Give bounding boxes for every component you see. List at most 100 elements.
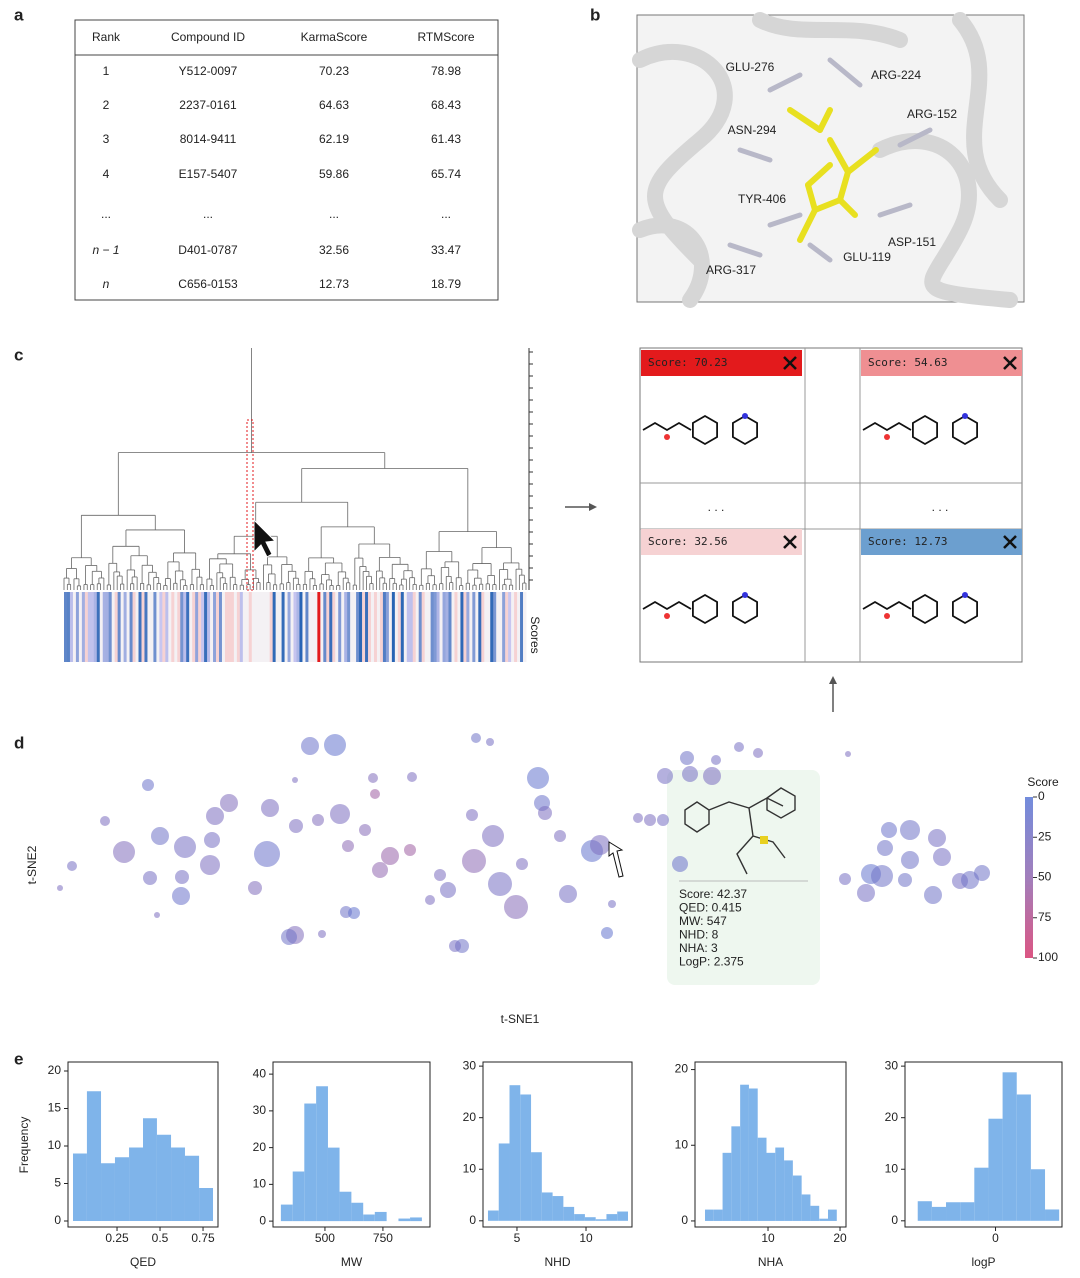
y-tick-label: 10	[885, 1161, 899, 1175]
plot-frame	[272, 1061, 431, 1228]
score-strip	[341, 592, 345, 662]
point	[559, 885, 577, 903]
score-strip	[427, 592, 432, 662]
score-strip	[204, 592, 208, 662]
table-cell: ...	[329, 207, 339, 221]
score-strip	[64, 592, 68, 662]
score-strip	[448, 592, 452, 662]
bar	[156, 1134, 172, 1221]
score-strip	[478, 592, 482, 662]
x-tick-label: 20	[833, 1231, 847, 1245]
score-strip	[266, 592, 271, 662]
score-strip	[275, 592, 280, 662]
score-strip	[514, 592, 518, 662]
score-strip	[359, 592, 363, 662]
score-strip	[499, 592, 503, 662]
bar	[509, 1085, 521, 1221]
score-strip	[96, 592, 101, 662]
score-strip	[66, 592, 71, 662]
y-tick-label: 30	[253, 1103, 267, 1117]
x-tick-label: 0	[992, 1231, 999, 1245]
ligand-bond	[845, 147, 879, 175]
score-strip	[368, 592, 372, 662]
score-strip	[263, 592, 268, 662]
y-tick-label: 10	[253, 1177, 267, 1191]
score-strip	[227, 592, 232, 662]
residue-label: GLU-119	[843, 250, 891, 264]
score-strip	[75, 592, 80, 662]
score-strip	[373, 592, 378, 662]
x-tick-label: 5	[514, 1231, 521, 1245]
molecule-chain	[862, 421, 912, 432]
y-tick-label: 15	[48, 1101, 62, 1115]
atom	[742, 592, 748, 598]
y-tick-label: 20	[48, 1063, 62, 1077]
residue	[877, 202, 913, 218]
close-icon	[783, 535, 797, 549]
point	[200, 855, 220, 875]
card-header	[641, 350, 802, 376]
score-strip	[347, 592, 351, 662]
bar	[606, 1214, 618, 1221]
arrow-head	[829, 676, 837, 684]
table-cell: C656-0153	[178, 277, 238, 291]
y-tick-label: 0	[891, 1213, 898, 1227]
bar	[748, 1088, 758, 1221]
residue-label: GLU-276	[726, 60, 775, 74]
residue-label: ASN-294	[728, 123, 777, 137]
bar	[351, 1202, 364, 1222]
score-strip	[69, 592, 74, 662]
molecule-ring	[732, 593, 758, 625]
residue-label: TYR-406	[738, 192, 786, 206]
molecule-ring	[692, 414, 718, 446]
score-strip	[156, 592, 160, 662]
bar	[988, 1118, 1003, 1221]
score-strip	[93, 592, 98, 662]
score-strip	[299, 592, 303, 662]
score-strip	[72, 592, 77, 662]
x-tick-label: 500	[315, 1231, 335, 1245]
table-cell: 33.47	[431, 243, 461, 257]
table-frame	[74, 19, 499, 301]
score-strip	[442, 592, 446, 662]
score-strip	[99, 592, 104, 662]
point	[67, 861, 77, 871]
bar	[617, 1211, 628, 1221]
bar	[552, 1196, 564, 1221]
residue	[767, 212, 803, 228]
score-strip	[460, 592, 464, 662]
y-tick-label: 30	[463, 1058, 477, 1072]
table-cell: 18.79	[431, 277, 461, 291]
y-tick-label: 20	[253, 1140, 267, 1154]
point	[486, 738, 494, 746]
y-axis-label: Frequency	[17, 1117, 31, 1174]
tooltip-text: Score: 42.37	[679, 887, 747, 901]
score-strip	[254, 592, 259, 662]
card-header	[641, 529, 802, 555]
point	[174, 836, 196, 858]
score-strip	[192, 592, 196, 662]
residue	[807, 242, 833, 263]
molecule-ring	[692, 593, 718, 625]
score-strip	[105, 592, 110, 662]
tooltip-text: NHD: 8	[679, 928, 719, 942]
score-strip	[517, 592, 521, 662]
point	[901, 851, 919, 869]
point	[281, 929, 297, 945]
score-strip	[302, 592, 306, 662]
score-strip	[439, 592, 443, 662]
residue	[767, 72, 803, 93]
score-strip	[174, 592, 178, 662]
score-strip	[382, 592, 387, 662]
bar	[129, 1147, 143, 1221]
y-tick-label: 40	[253, 1066, 267, 1080]
residue-label: ARG-224	[871, 68, 921, 82]
point	[711, 755, 721, 765]
point	[644, 814, 656, 826]
score-strip	[376, 592, 381, 662]
score-strip	[421, 592, 426, 662]
atom	[884, 434, 890, 440]
point	[657, 814, 669, 826]
score-strip	[371, 592, 375, 662]
score-strip	[284, 592, 288, 662]
